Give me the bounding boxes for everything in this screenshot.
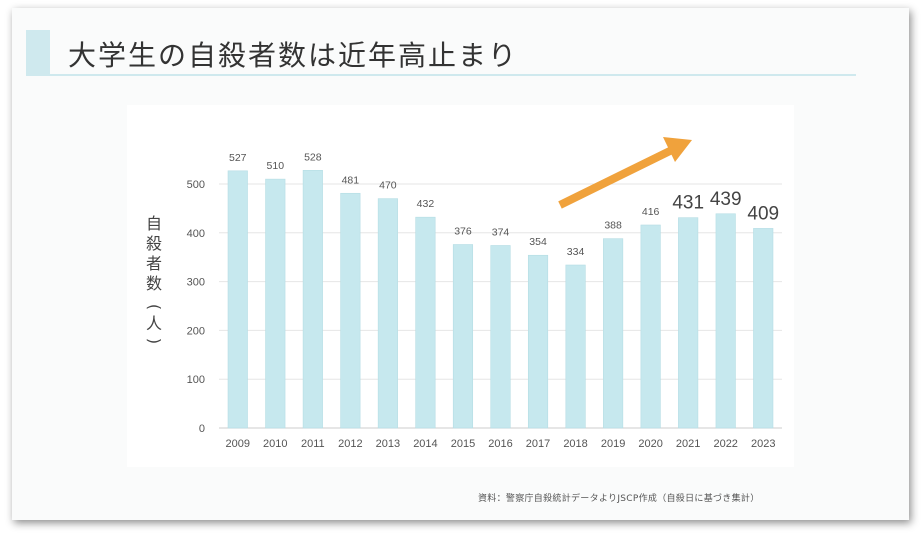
source-note: 資料：警察庁自殺統計データよりJSCP作成（自殺日に基づき集計） [478,494,760,504]
bar [640,224,661,429]
title-accent-bar [26,30,50,76]
data-label: 374 [492,226,510,238]
bar [415,216,436,429]
x-tick-label: 2012 [338,438,362,450]
bar [302,170,323,429]
trend-arrow-head [663,137,692,162]
bar [527,254,549,429]
x-tick-label: 2015 [451,438,475,450]
x-tick-label: 2020 [638,438,662,450]
y-tick-label: 0 [199,423,205,435]
y-axis-label-paren-open: ( [145,303,164,311]
data-label: 527 [229,152,247,164]
x-tick-label: 2014 [413,438,437,450]
data-label: 376 [454,226,472,238]
x-tick-label: 2011 [301,438,325,450]
y-axis-label: 自 殺 者 数 ( 人 ) [143,214,165,348]
data-label: 388 [604,220,622,232]
y-tick-label: 100 [187,374,205,386]
data-label: 510 [267,160,285,172]
data-label: 354 [529,236,547,248]
x-tick-label: 2017 [526,438,550,450]
bar [490,245,511,429]
y-axis-label-char: 自 [145,214,162,233]
y-tick-label: 200 [187,325,205,337]
bar [715,213,736,429]
bar [265,178,286,429]
data-label: 470 [379,180,397,192]
data-label: 409 [747,203,779,224]
bar-chart: 0 100 200 300 400 500 527 2009 510 2010 528 2011 481… [187,137,782,450]
bar [753,228,774,429]
data-label: 334 [567,246,585,258]
trend-arrow-shaft [558,143,680,209]
y-axis-label-char: 殺 [145,234,162,253]
title-underline [26,74,856,76]
bar [227,170,248,429]
y-axis-label-char: 者 [145,254,162,273]
y-axis-label-unit: 人 [145,314,162,333]
data-label: 416 [642,206,660,218]
x-tick-label: 2010 [263,438,287,450]
bar [603,238,624,429]
x-tick-label: 2023 [751,438,775,450]
data-label: 439 [710,189,742,210]
data-label: 431 [672,193,704,214]
x-tick-label: 2013 [376,438,400,450]
data-label: 432 [417,198,435,210]
bar [377,198,398,429]
x-tick-label: 2021 [676,438,700,450]
bar [452,244,474,429]
y-tick-label: 400 [187,228,205,240]
bar [678,217,699,429]
slide-title: 大学生の自殺者数は近年高止まり [68,39,519,72]
chart-panel: 0 100 200 300 400 500 527 2009 510 2010 528 2011 481… [127,105,794,467]
bar [565,264,586,429]
bar [340,192,361,429]
x-tick-label: 2009 [226,438,250,450]
y-tick-label: 300 [187,277,205,289]
y-axis-label-paren-close: ) [145,337,164,345]
x-tick-label: 2019 [601,438,625,450]
data-label: 528 [304,151,322,163]
y-axis-label-char: 数 [145,274,162,293]
x-tick-label: 2022 [713,438,737,450]
x-tick-label: 2016 [488,438,512,450]
y-tick-label: 500 [187,179,205,191]
slide: 大学生の自殺者数は近年高止まり 0 100 200 300 400 500 527 2009 5… [12,8,909,520]
data-label: 481 [342,174,360,186]
x-tick-label: 2018 [563,438,587,450]
